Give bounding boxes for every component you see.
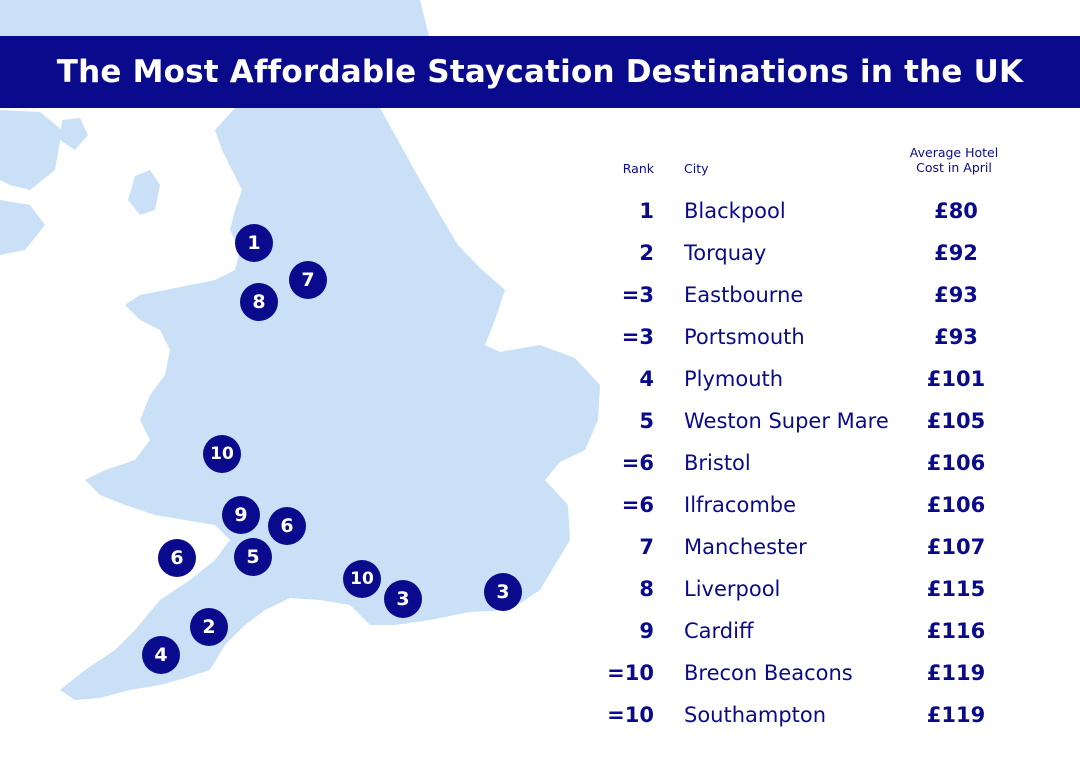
rank-cell: =3 <box>621 283 654 307</box>
map-marker-torquay: 2 <box>190 608 228 646</box>
cost-cell: £80 <box>934 199 978 223</box>
rank-cell: =6 <box>621 493 654 517</box>
map-marker-eastbourne: 3 <box>484 573 522 611</box>
isle-land-small <box>60 118 88 150</box>
map-marker-cardiff: 9 <box>222 496 260 534</box>
rank-cell: =10 <box>607 661 654 685</box>
map-marker-portsmouth: 3 <box>384 580 422 618</box>
rank-cell: 9 <box>639 619 654 643</box>
rank-cell: =10 <box>607 703 654 727</box>
map-marker-manchester: 7 <box>289 261 327 299</box>
city-cell: Weston Super Mare <box>684 409 889 433</box>
city-cell: Cardiff <box>684 619 754 643</box>
map-marker-southampton: 10 <box>343 560 381 598</box>
city-cell: Plymouth <box>684 367 784 391</box>
cost-cell: £93 <box>934 325 978 349</box>
city-cell: Bristol <box>684 451 751 475</box>
table-row: 2 Torquay £92 <box>600 239 1040 281</box>
city-cell: Portsmouth <box>684 325 805 349</box>
city-cell: Ilfracombe <box>684 493 797 517</box>
map-marker-weston-super-mare: 5 <box>234 538 272 576</box>
city-cell: Brecon Beacons <box>684 661 853 685</box>
cost-cell: £119 <box>926 703 986 727</box>
cost-cell: £105 <box>926 409 986 433</box>
cost-cell: £119 <box>926 661 986 685</box>
rank-cell: 1 <box>639 199 654 223</box>
isle-land <box>0 110 62 190</box>
city-cell: Manchester <box>684 535 807 559</box>
column-header-cost-line2: Cost in April <box>916 160 992 175</box>
table-row: =10 Southampton £119 <box>600 701 1040 743</box>
table-row: 8 Liverpool £115 <box>600 575 1040 617</box>
rank-cell: 8 <box>639 577 654 601</box>
map-marker-bristol: 6 <box>268 507 306 545</box>
map-marker-blackpool: 1 <box>235 224 273 262</box>
rank-cell: 2 <box>639 241 654 265</box>
rank-cell: 4 <box>639 367 654 391</box>
table-row: 9 Cardiff £116 <box>600 617 1040 659</box>
city-cell: Eastbourne <box>684 283 804 307</box>
rank-cell: =6 <box>621 451 654 475</box>
column-header-rank: Rank <box>622 161 654 176</box>
column-header-city: City <box>684 161 709 176</box>
great-britain-land <box>60 108 600 700</box>
table-row: 7 Manchester £107 <box>600 533 1040 575</box>
cost-cell: £93 <box>934 283 978 307</box>
table-row: 5 Weston Super Mare £105 <box>600 407 1040 449</box>
cost-cell: £101 <box>926 367 986 391</box>
column-header-cost: Average Hotel Cost in April <box>896 145 1012 175</box>
table-row: =10 Brecon Beacons £119 <box>600 659 1040 701</box>
isle-of-man <box>128 170 160 215</box>
map-marker-ilfracombe: 6 <box>158 539 196 577</box>
map-marker-plymouth: 4 <box>142 636 180 674</box>
map-marker-liverpool: 8 <box>240 283 278 321</box>
city-cell: Southampton <box>684 703 827 727</box>
title-banner: The Most Affordable Staycation Destinati… <box>0 36 1080 108</box>
page-title: The Most Affordable Staycation Destinati… <box>56 54 1024 90</box>
table-row: 4 Plymouth £101 <box>600 365 1040 407</box>
cost-cell: £92 <box>934 241 978 265</box>
table-row: =6 Bristol £106 <box>600 449 1040 491</box>
rank-cell: 5 <box>639 409 654 433</box>
city-cell: Liverpool <box>684 577 781 601</box>
table-row: =3 Portsmouth £93 <box>600 323 1040 365</box>
cost-cell: £107 <box>926 535 986 559</box>
cost-cell: £106 <box>926 451 986 475</box>
city-cell: Torquay <box>684 241 767 265</box>
cost-cell: £116 <box>926 619 986 643</box>
table-row: =3 Eastbourne £93 <box>600 281 1040 323</box>
map-marker-brecon-beacons: 10 <box>203 435 241 473</box>
cost-cell: £106 <box>926 493 986 517</box>
table-row: =6 Ilfracombe £106 <box>600 491 1040 533</box>
table-row: 1 Blackpool £80 <box>600 197 1040 239</box>
column-header-cost-line1: Average Hotel <box>909 145 999 160</box>
city-cell: Blackpool <box>684 199 786 223</box>
rank-cell: 7 <box>639 535 654 559</box>
northern-land <box>0 0 430 40</box>
ireland-land <box>0 200 45 255</box>
cost-cell: £115 <box>926 577 986 601</box>
rank-cell: =3 <box>621 325 654 349</box>
